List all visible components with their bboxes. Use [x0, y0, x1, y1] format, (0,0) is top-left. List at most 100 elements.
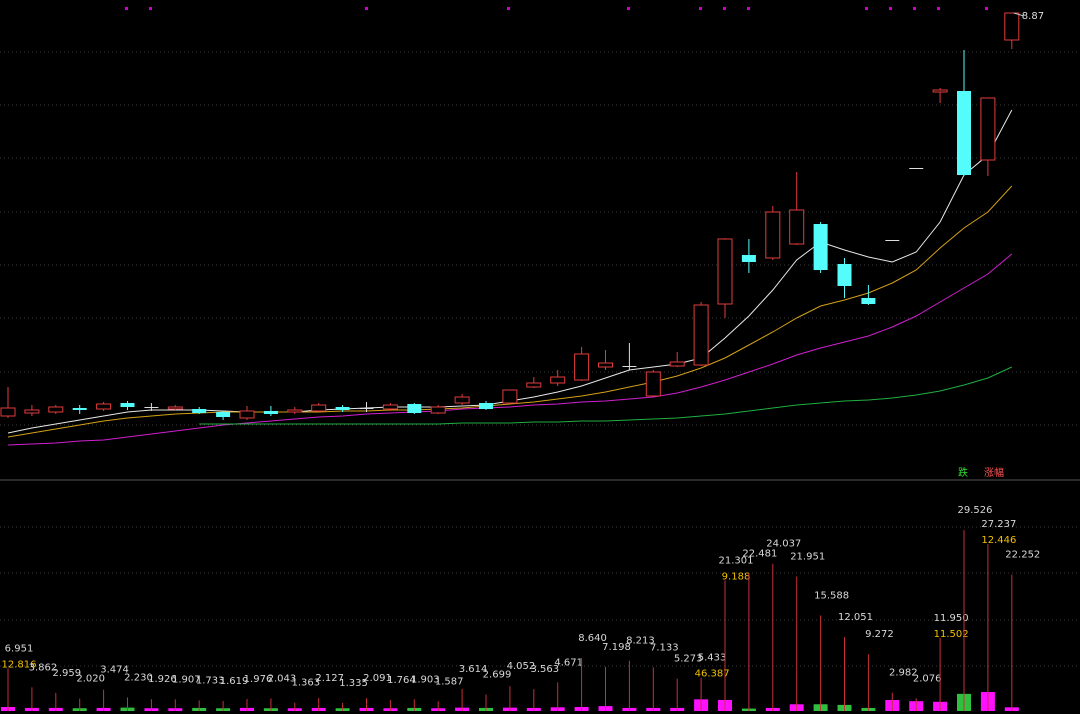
spike-label: 29.526	[958, 505, 993, 516]
spike-label: 6.951	[5, 643, 34, 654]
candle-body	[1004, 12, 1020, 41]
ma-line	[7, 109, 1013, 434]
candle-body	[430, 406, 446, 414]
top-markers	[125, 7, 988, 10]
spike-label: 2.091	[363, 673, 392, 684]
spike-label: 1.619	[220, 676, 249, 687]
spike-label: 1.903	[411, 674, 440, 685]
spike-label: 2.076	[913, 673, 942, 684]
high-label: 8.87	[1022, 11, 1044, 22]
candle-body	[550, 376, 566, 384]
candle-body	[861, 298, 876, 304]
candle-body	[789, 209, 805, 245]
candle-body	[885, 240, 900, 241]
candle-body	[96, 403, 112, 410]
candle-body	[932, 89, 948, 93]
spike-label: 21.951	[790, 551, 825, 562]
spike-label: 1.363	[291, 678, 320, 689]
candle-body	[765, 211, 781, 259]
spike-label: 7.198	[602, 642, 631, 653]
mark-label: 9.188	[722, 571, 751, 582]
spike-label: 9.272	[865, 629, 894, 640]
spike-label: 1.335	[339, 678, 368, 689]
candle-body	[287, 409, 303, 413]
candle-body	[645, 371, 661, 397]
candle-body	[598, 362, 613, 368]
spike-label: 2.043	[268, 673, 297, 684]
spike-label: 1.926	[148, 674, 177, 685]
candle-body	[192, 409, 207, 413]
spike-label: 1.733	[196, 675, 225, 686]
spike-label: 2.127	[315, 673, 344, 684]
spike-label: 2.230	[124, 672, 153, 683]
candle-body	[813, 224, 828, 270]
spike-label: 8.213	[626, 636, 655, 647]
candle-body	[48, 406, 64, 413]
ma-line	[7, 253, 1013, 446]
candle-body	[717, 238, 733, 305]
candle-body	[239, 410, 255, 419]
candle-body	[263, 411, 278, 414]
candle-body	[335, 407, 350, 410]
spike-label: 3.614	[459, 664, 488, 675]
spike-label: 3.862	[29, 662, 58, 673]
candle-body	[837, 264, 852, 286]
candle-body	[669, 361, 685, 367]
spike-label: 8.640	[578, 633, 607, 644]
spike-label: 27.237	[981, 519, 1016, 530]
spike-label: 1.907	[172, 674, 201, 685]
candle-body	[382, 404, 398, 410]
candle-body	[311, 404, 327, 412]
candle-body	[622, 366, 637, 367]
high-pointer	[1013, 12, 1024, 17]
candle-body	[526, 382, 542, 388]
spike-label: 22.481	[742, 548, 777, 559]
spike-label: 4.052	[507, 661, 536, 672]
spike-label: 21.301	[719, 555, 754, 566]
spike-label: 11.950	[934, 613, 969, 624]
tag-label: 涨幅	[984, 466, 1004, 479]
spike-label: 1.587	[435, 676, 464, 687]
candle-body	[24, 409, 40, 414]
candle-body	[359, 408, 374, 409]
spike-label: 2.982	[889, 668, 918, 679]
candle-body	[120, 403, 135, 407]
candle-body	[693, 304, 709, 366]
spike-label: 2.020	[76, 674, 105, 685]
spike-label: 15.588	[814, 590, 849, 601]
candle-body	[479, 403, 493, 409]
spike-label: 5.433	[698, 653, 727, 664]
spike-label: 22.252	[1005, 550, 1040, 561]
mark-label: 12.446	[981, 535, 1016, 546]
spike-label: 1.976	[244, 674, 273, 685]
spike-label: 7.133	[650, 642, 679, 653]
candle-body	[909, 168, 924, 169]
candle-body	[167, 406, 183, 410]
mark-label: 12.816	[2, 659, 37, 670]
spike-label: 4.671	[554, 657, 583, 668]
spike-label: 24.037	[766, 539, 801, 550]
candle-body	[502, 389, 518, 404]
candle-body	[957, 91, 971, 175]
spike-label: 2.699	[483, 669, 512, 680]
candle-body	[72, 408, 87, 410]
candle-body	[216, 412, 231, 417]
candle-body	[980, 97, 996, 161]
candle-body	[574, 353, 590, 381]
ma-line	[199, 366, 1013, 425]
candle-body	[0, 407, 16, 417]
candle-body	[741, 255, 756, 262]
candle-body	[144, 407, 159, 408]
spike-label: 3.563	[530, 664, 559, 675]
mark-label: 46.387	[695, 669, 730, 680]
candle-body	[454, 396, 470, 404]
spike-label: 1.764	[387, 675, 416, 686]
candle-body	[407, 404, 422, 413]
spike-label: 12.051	[838, 612, 873, 623]
mark-label: 11.502	[934, 629, 969, 640]
spike-label: 3.474	[100, 665, 129, 676]
spike-label: 5.273	[674, 654, 703, 665]
tag-label: 跌	[958, 466, 968, 479]
